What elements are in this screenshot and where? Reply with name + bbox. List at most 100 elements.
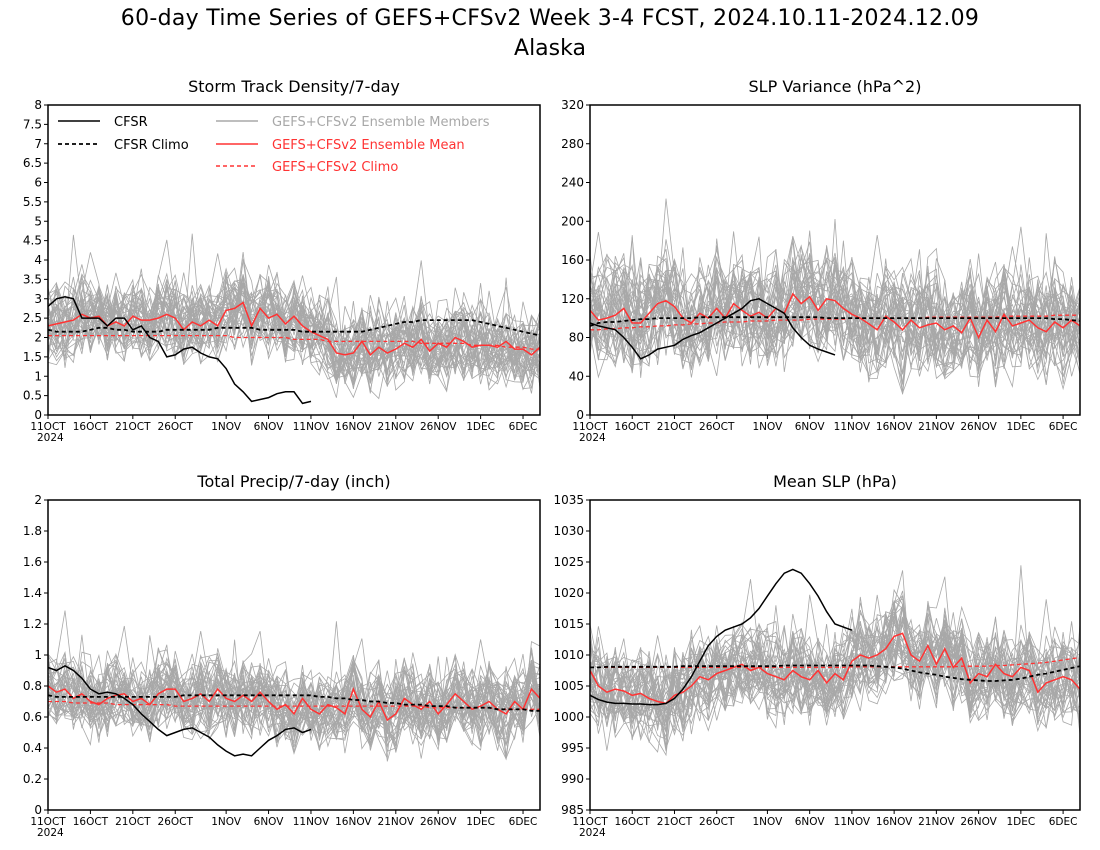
y-tick-label: 1020	[553, 586, 584, 600]
y-tick-label: 990	[561, 772, 584, 786]
x-tick-label: 6DEC	[509, 816, 538, 828]
x-tick-label: 26OCT	[158, 816, 194, 828]
x-tick-label: 6DEC	[509, 421, 538, 433]
x-tick-label: 1DEC	[466, 421, 495, 433]
y-tick-label: 2	[34, 331, 42, 345]
ensemble-member-line	[48, 664, 540, 752]
y-tick-label: 4.5	[23, 234, 42, 248]
legend-ensemble-climo-label: GEFS+CFSv2 Climo	[272, 160, 398, 175]
x-tick-label: 11OCT	[572, 421, 608, 433]
x-tick-label: 6NOV	[254, 421, 285, 433]
x-tick-label: 21NOV	[378, 421, 415, 433]
y-tick-label: 2	[34, 493, 42, 507]
ensemble-member-line	[48, 653, 540, 744]
x-axis: 11OCT 16OCT 21OCT 26OCT 1NOV 6NOV 11NOV 16NOV 21…	[30, 810, 537, 839]
legend: CFSR CFSR Climo GEFS+CFSv2 Ensemble Member…	[58, 115, 490, 175]
legend-members-label: GEFS+CFSv2 Ensemble Members	[272, 115, 490, 130]
y-tick-label: 0.6	[23, 710, 42, 724]
ensemble-members	[590, 198, 1080, 395]
ensemble-member-line	[48, 272, 540, 391]
chart-region-title: Alaska	[514, 36, 586, 61]
y-tick-label: 0.5	[23, 389, 42, 403]
legend-cfsr-label: CFSR	[114, 115, 148, 130]
chart-panel-2: SLP Variance (hPa^2) 0 40 80 120 160 200 240 280…	[561, 77, 1081, 444]
y-tick-label: 80	[569, 331, 584, 345]
x-year-label: 2024	[579, 432, 606, 444]
y-axis: 0 0.5 1 1.5 2 2.5 3 3.5 4 4.5 5 5.5 6 6.5 7 7.5 8	[23, 98, 48, 422]
cfsr-climo-line	[590, 664, 1080, 682]
ensemble-member-line	[590, 226, 1080, 385]
y-tick-label: 2.5	[23, 311, 42, 325]
y-tick-label: 1035	[553, 493, 584, 507]
x-tick-label: 1DEC	[1006, 816, 1035, 828]
y-tick-label: 1030	[553, 524, 584, 538]
x-tick-label: 26NOV	[420, 816, 457, 828]
ensemble-member-line	[590, 257, 1080, 375]
y-tick-label: 0	[576, 408, 584, 422]
y-tick-label: 160	[561, 253, 584, 267]
ensemble-members	[590, 565, 1080, 757]
x-tick-label: 16OCT	[615, 421, 651, 433]
x-year-label: 2024	[37, 432, 64, 444]
ensemble-member-line	[590, 253, 1080, 367]
x-tick-label: 26OCT	[699, 421, 735, 433]
y-tick-label: 5.5	[23, 195, 42, 209]
ensemble-member-line	[48, 253, 540, 377]
x-tick-label: 1NOV	[753, 816, 784, 828]
cfsr-climo-line	[590, 316, 1080, 327]
ensemble-member-line	[48, 625, 540, 738]
y-tick-label: 320	[561, 98, 584, 112]
x-tick-label: 16NOV	[335, 421, 372, 433]
x-tick-label: 16OCT	[615, 816, 651, 828]
x-tick-label: 11OCT	[30, 421, 66, 433]
x-tick-label: 16NOV	[335, 816, 372, 828]
y-tick-label: 0	[34, 408, 42, 422]
y-tick-label: 6.5	[23, 156, 42, 170]
ensemble-member-line	[48, 282, 540, 400]
y-tick-label: 7.5	[23, 117, 42, 131]
x-axis: 11OCT 16OCT 21OCT 26OCT 1NOV 6NOV 11NOV 16NOV 21…	[572, 415, 1077, 444]
chart-main-title: 60-day Time Series of GEFS+CFSv2 Week 3-…	[120, 6, 980, 31]
ensemble-member-line	[590, 576, 1080, 722]
y-tick-label: 1025	[553, 555, 584, 569]
y-tick-label: 1010	[553, 648, 584, 662]
y-tick-label: 0.4	[23, 741, 42, 755]
ensemble-member-line	[590, 258, 1080, 389]
x-axis: 11OCT 16OCT 21OCT 26OCT 1NOV 6NOV 11NOV 16NOV 21…	[30, 415, 537, 444]
x-tick-label: 16NOV	[876, 816, 913, 828]
x-tick-label: 11OCT	[30, 816, 66, 828]
ensemble-member-line	[590, 565, 1080, 717]
ensemble-member-line	[590, 236, 1080, 391]
y-tick-label: 280	[561, 137, 584, 151]
x-tick-label: 6DEC	[1049, 816, 1078, 828]
y-tick-label: 1.4	[23, 586, 42, 600]
y-tick-label: 4	[34, 253, 42, 267]
y-tick-label: 1015	[553, 617, 584, 631]
ensemble-member-line	[48, 264, 540, 387]
y-tick-label: 1	[34, 648, 42, 662]
x-tick-label: 21OCT	[115, 421, 151, 433]
plot-frame	[47, 499, 541, 811]
x-tick-label: 6NOV	[254, 816, 285, 828]
ensemble-member-line	[590, 616, 1080, 751]
ensemble-member-line	[48, 239, 540, 382]
x-tick-label: 26NOV	[960, 421, 997, 433]
ensemble-member-line	[590, 255, 1080, 365]
y-tick-label: 1.6	[23, 555, 42, 569]
ensemble-climo-line	[48, 700, 540, 710]
x-tick-label: 11NOV	[293, 816, 330, 828]
y-tick-label: 0	[34, 803, 42, 817]
x-tick-label: 11OCT	[572, 816, 608, 828]
panel-title: Storm Track Density/7-day	[188, 77, 400, 96]
ensemble-mean-line	[590, 632, 1080, 705]
ensemble-member-line	[590, 621, 1080, 731]
y-tick-label: 1.5	[23, 350, 42, 364]
x-year-label: 2024	[579, 827, 606, 839]
ensemble-member-line	[590, 254, 1080, 375]
y-tick-label: 1	[34, 369, 42, 383]
x-tick-label: 21OCT	[657, 421, 693, 433]
panel-title: Mean SLP (hPa)	[773, 472, 897, 491]
panel-title: Total Precip/7-day (inch)	[196, 472, 390, 491]
x-tick-label: 26OCT	[699, 816, 735, 828]
